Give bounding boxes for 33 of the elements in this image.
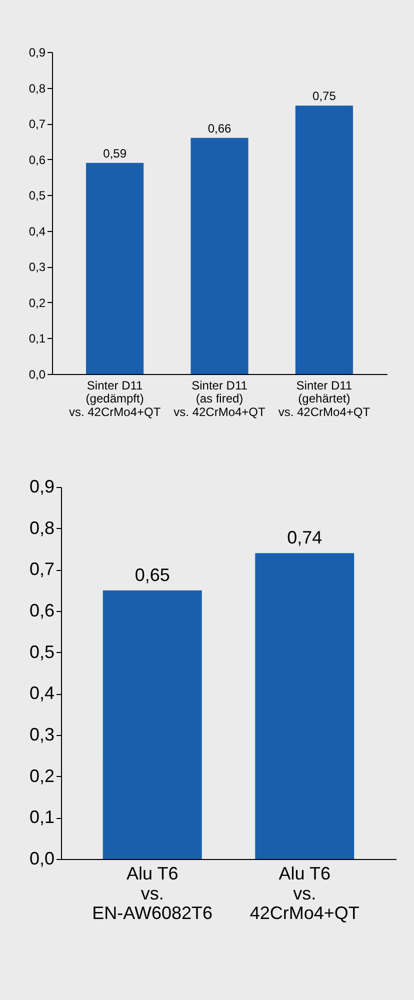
data-label: 0,66: [208, 121, 232, 136]
y-tick-label: 0,2: [29, 766, 54, 786]
y-tick-label: 0,6: [29, 600, 54, 620]
y-tick-label: 0,1: [28, 332, 46, 346]
data-label: 0,74: [287, 528, 322, 548]
y-tick-label: 0,0: [28, 368, 46, 382]
bar: [86, 162, 144, 374]
y-tick-label: 0,8: [28, 81, 46, 96]
data-label: 0,59: [103, 146, 127, 160]
x-tick-label: Alu T6 vs. 42CrMo4+QT: [250, 864, 360, 924]
y-tick-label: 0,9: [29, 476, 54, 496]
y-tick-label: 0,3: [28, 260, 46, 274]
y-tick-label: 0,4: [28, 224, 46, 238]
y-tick-label: 0,0: [29, 848, 54, 868]
y-tick-label: 0,8: [29, 518, 54, 538]
y-tick-label: 0,5: [29, 642, 54, 662]
bar: [295, 106, 353, 374]
bar: [190, 138, 248, 374]
y-tick-label: 0,1: [29, 807, 54, 828]
y-tick-label: 0,7: [29, 559, 54, 580]
y-tick-label: 0,7: [28, 117, 46, 132]
data-label: 0,75: [312, 89, 336, 104]
y-tick-label: 0,6: [28, 152, 46, 167]
x-tick-label: Sinter D11 (gehärtet) vs. 42CrMo4+QT: [278, 378, 371, 419]
x-tick-label: Sinter D11 (gedämpft) vs. 42CrMo4+QT: [68, 378, 162, 419]
y-tick-label: 0,9: [28, 46, 46, 60]
y-tick-label: 0,3: [29, 724, 54, 744]
y-tick-label: 0,4: [29, 683, 54, 704]
y-tick-label: 0,5: [28, 188, 46, 203]
x-tick-label: Alu T6 vs. EN-AW6082T6: [92, 864, 213, 924]
x-tick-label: Sinter D11 (as fired) vs. 42CrMo4+QT: [174, 378, 266, 419]
y-tick-label: 0,2: [28, 296, 46, 310]
data-label: 0,65: [134, 564, 170, 585]
